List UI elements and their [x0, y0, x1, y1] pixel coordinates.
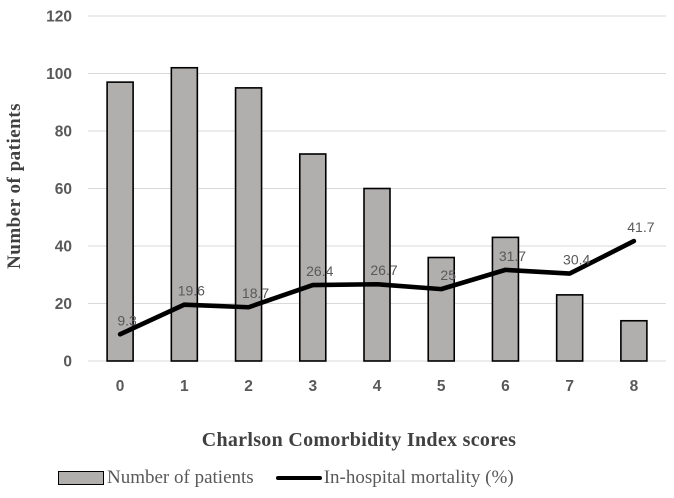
y-tick-label: 0: [63, 354, 72, 371]
y-tick-label: 40: [55, 239, 72, 256]
x-tick-label: 5: [437, 378, 446, 395]
data-label: 41.7: [627, 219, 654, 235]
x-tick-label: 8: [630, 378, 639, 395]
x-tick-label: 2: [244, 378, 253, 395]
data-label: 26.4: [306, 263, 333, 279]
legend-bar-label: Number of patients: [107, 467, 254, 488]
mortality-line: [117, 238, 637, 337]
x-tick-label: 3: [308, 378, 317, 395]
data-label: 9.3: [117, 312, 137, 328]
bar: [234, 87, 263, 362]
data-label: 30.4: [563, 252, 590, 268]
legend: Number of patients In-hospital mortality…: [58, 466, 514, 490]
data-label: 26.7: [370, 262, 397, 278]
data-label: 25: [440, 267, 456, 283]
legend-line-label: In-hospital mortality (%): [323, 467, 514, 488]
y-tick-label: 120: [46, 9, 72, 26]
y-axis-title: Number of patients: [4, 103, 25, 269]
data-label: 31.7: [499, 248, 526, 264]
y-tick-label: 20: [55, 296, 72, 313]
data-label: 18.7: [242, 285, 269, 301]
x-tick-label: 4: [373, 378, 382, 395]
x-axis-title: Charlson Comorbidity Index scores: [201, 429, 517, 451]
y-tick-label: 100: [46, 66, 72, 83]
x-tick-label: 0: [116, 378, 125, 395]
bar: [620, 319, 648, 362]
y-tick-label: 80: [55, 124, 72, 141]
data-label: 19.6: [178, 283, 205, 299]
x-tick-label: 1: [180, 378, 189, 395]
bar: [170, 66, 199, 362]
x-tick-label: 7: [565, 378, 574, 395]
x-tick-label: 6: [501, 378, 510, 395]
bar: [106, 81, 134, 362]
y-tick-label: 60: [55, 181, 72, 198]
legend-bar-swatch-icon: [58, 471, 104, 485]
legend-line-swatch-icon: [275, 475, 322, 481]
bar: [555, 294, 584, 362]
bar: [491, 236, 520, 362]
bar: [363, 187, 391, 362]
bar: [298, 153, 327, 362]
bar: [427, 256, 456, 362]
